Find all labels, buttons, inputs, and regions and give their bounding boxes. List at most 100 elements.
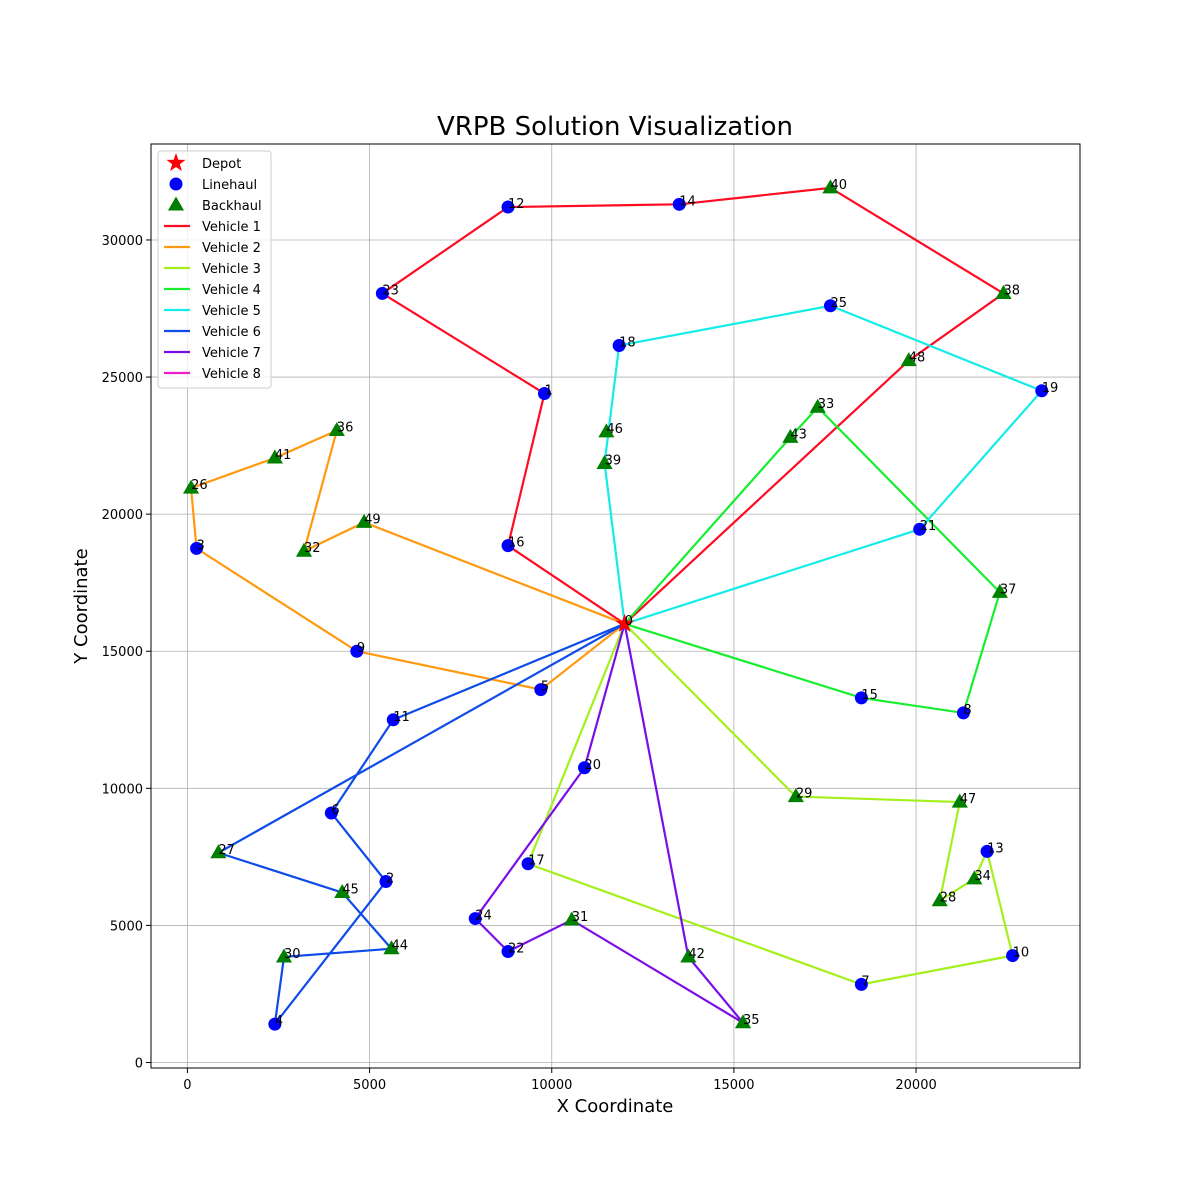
depot-point [615, 613, 635, 632]
linehaul-point [823, 299, 837, 313]
node-label: 9 [357, 641, 365, 656]
linehaul-point [386, 713, 400, 727]
legend-label: Vehicle 2 [202, 241, 261, 256]
node-label: 47 [960, 792, 977, 807]
backhaul-point [822, 179, 839, 194]
node-label: 22 [508, 941, 525, 956]
linehaul-point [612, 339, 626, 353]
plot-frame [150, 143, 1081, 1069]
legend-label: Vehicle 8 [202, 367, 261, 382]
route-vehicle-7 [473, 623, 744, 1024]
backhaul-point [991, 583, 1008, 598]
linehaul-point [324, 806, 338, 820]
node-label: 42 [688, 947, 705, 962]
linehaul-point [468, 912, 482, 926]
y-tick-label: 10000 [102, 782, 143, 797]
route-vehicle-1 [380, 186, 1006, 625]
node-label: 37 [1000, 582, 1017, 597]
y-tick-label: 5000 [110, 919, 143, 934]
linehaul-point [501, 200, 515, 214]
linehaul-point [672, 197, 686, 211]
node-label: 10 [1013, 946, 1030, 961]
node-label: 39 [605, 453, 622, 468]
node-label: 17 [528, 854, 545, 869]
linehaul-point [537, 387, 551, 401]
legend-label: Vehicle 4 [202, 283, 261, 298]
linehaul-point [578, 761, 592, 775]
y-tick-label: 20000 [102, 508, 143, 523]
y-tick-label: 0 [135, 1057, 143, 1072]
node-label: 21 [920, 519, 937, 534]
backhaul-point [931, 892, 948, 907]
backhaul-point [809, 398, 826, 413]
node-label: 34 [974, 869, 991, 884]
linehaul-point [190, 541, 204, 555]
linehaul-point [854, 691, 868, 705]
backhaul-point [210, 844, 227, 859]
legend-label: Vehicle 6 [202, 325, 261, 340]
x-tick-label: 15000 [713, 1078, 754, 1093]
node-label: 43 [790, 427, 807, 442]
linehaul-point [379, 875, 393, 889]
route-vehicle-2 [189, 428, 626, 691]
node-label: 40 [830, 178, 847, 193]
node-label: 33 [818, 397, 835, 412]
legend-depot-marker [166, 153, 186, 172]
legend-label: Vehicle 1 [202, 220, 261, 235]
node-label: 14 [679, 194, 696, 209]
linehaul-point [501, 539, 515, 553]
linehaul-point [854, 977, 868, 991]
backhaul-point [356, 513, 373, 528]
node-label: 38 [1003, 283, 1020, 298]
node-label: 12 [508, 197, 525, 212]
x-axis-label: X Coordinate [557, 1096, 674, 1117]
node-label: 48 [909, 351, 926, 366]
node-label: 4 [275, 1014, 283, 1029]
node-label: 24 [475, 909, 492, 924]
backhaul-point [598, 423, 615, 438]
legend-label: Backhaul [202, 199, 262, 214]
backhaul-point [182, 479, 200, 494]
node-labels: 0123456789101112131415161718192021222324… [191, 178, 1058, 1029]
node-label: 30 [284, 947, 301, 962]
legend-label: Vehicle 3 [202, 262, 261, 277]
route-vehicle-6 [215, 622, 626, 1029]
linehaul-point [1035, 384, 1049, 398]
x-tick-label: 0 [183, 1078, 191, 1093]
legend-label: Vehicle 7 [202, 346, 261, 361]
backhaul-point [266, 449, 283, 464]
node-label: 5 [541, 680, 549, 695]
node-label: 11 [393, 710, 410, 725]
backhaul-point [734, 1014, 752, 1029]
linehaul-point [268, 1017, 282, 1031]
linehaul-point [913, 522, 927, 536]
legend-linehaul-marker [169, 177, 183, 191]
linehaul-point [1006, 949, 1020, 963]
node-label: 16 [508, 536, 525, 551]
node-label: 41 [275, 448, 292, 463]
node-label: 28 [940, 891, 957, 906]
node-label: 32 [304, 541, 321, 556]
route-vehicle-3 [526, 623, 1014, 986]
backhaul-point [787, 788, 804, 803]
node-markers [182, 179, 1049, 1031]
node-label: 0 [625, 614, 633, 629]
legend-box [157, 150, 272, 389]
backhaul-point [596, 454, 613, 469]
backhaul-point [966, 870, 983, 885]
backhaul-point [328, 422, 345, 437]
backhaul-point [951, 793, 968, 808]
node-label: 46 [606, 422, 623, 437]
linehaul-point [534, 683, 548, 697]
legend-label: Vehicle 5 [202, 304, 261, 319]
node-label: 45 [342, 883, 359, 898]
linehaul-point [375, 286, 389, 300]
legend-backhaul-marker [167, 196, 185, 211]
node-label: 15 [861, 688, 878, 703]
backhaul-point [900, 352, 917, 367]
node-label: 2 [386, 872, 394, 887]
node-label: 7 [861, 974, 869, 989]
node-label: 20 [585, 758, 602, 773]
x-tick-label: 5000 [353, 1078, 386, 1093]
